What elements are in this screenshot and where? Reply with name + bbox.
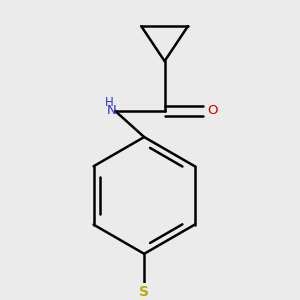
Text: H: H — [105, 96, 113, 109]
Text: N: N — [107, 104, 116, 117]
Text: O: O — [207, 104, 217, 117]
Text: S: S — [139, 285, 149, 299]
